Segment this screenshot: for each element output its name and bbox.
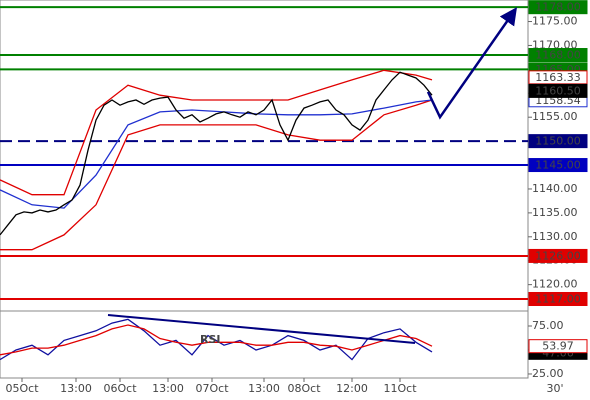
value-box	[528, 0, 588, 15]
x-tick-label: 06Oct	[103, 382, 137, 395]
value-box	[528, 248, 588, 263]
series-line	[0, 69, 433, 196]
plot-frame	[0, 0, 529, 379]
y-tick-label: 75.00	[532, 319, 564, 332]
value-box	[528, 291, 588, 306]
y-tick-label: 25.00	[532, 367, 564, 380]
x-tick-label: 13:00	[152, 382, 184, 395]
value-box-label: 1150.00	[535, 135, 581, 148]
x-tick-label: 12:00	[336, 382, 368, 395]
x-tick-label: 07Oct	[195, 382, 229, 395]
value-box	[528, 70, 588, 85]
y-tick-label: 1155.00	[532, 110, 578, 123]
value-box-label: 1126.00	[535, 249, 581, 262]
value-box	[528, 158, 588, 173]
value-box-label: 1160.50	[535, 84, 581, 97]
series-line	[0, 71, 433, 236]
value-box	[528, 134, 588, 149]
forecast-arrow	[426, 7, 518, 120]
y-tick-label: 1130.00	[532, 230, 578, 243]
value-box	[528, 83, 588, 98]
value-box	[528, 48, 588, 63]
timeframe: 30'	[546, 382, 563, 395]
value-box	[528, 339, 588, 354]
y-tick-label: 1175.00	[532, 15, 578, 28]
series-line	[0, 99, 433, 251]
x-tick-label: 13:00	[60, 382, 92, 395]
value-box-label: 1117.00	[535, 292, 581, 305]
trendline	[107, 314, 416, 344]
annotation: RSI	[200, 333, 221, 346]
x-tick-label: 13:00	[248, 382, 280, 395]
value-box-label: 1145.00	[535, 159, 581, 172]
x-tick-label: 08Oct	[287, 382, 321, 395]
value-box-label: 53.97	[542, 340, 574, 353]
x-tick-label: 05Oct	[5, 382, 39, 395]
x-tick-label: 11Oct	[383, 382, 417, 395]
y-tick-label: 1120.00	[532, 278, 578, 291]
value-box-label: 1178.00	[535, 1, 581, 14]
y-tick-label: 1135.00	[532, 206, 578, 219]
y-tick-label: 1140.00	[532, 182, 578, 195]
series-line	[0, 318, 433, 361]
value-box-label: 1168.00	[535, 49, 581, 62]
series-line	[0, 324, 433, 356]
value-box-label: 1163.33	[535, 71, 581, 84]
